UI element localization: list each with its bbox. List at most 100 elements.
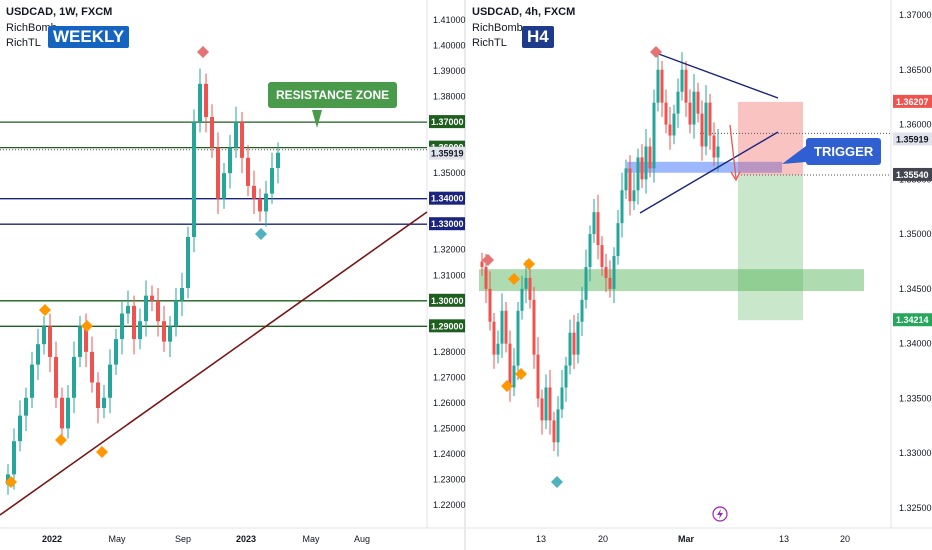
weekly-time-axis: 2022 May Sep 2023 May Aug — [42, 534, 370, 544]
h4-candle-body — [596, 212, 600, 246]
weekly-candle-body — [24, 397, 28, 416]
h4-time-tick: 13 — [536, 534, 546, 544]
weekly-price-tick: 1.25000 — [433, 423, 466, 433]
h4-candle-body — [532, 299, 536, 355]
h4-red-diamond — [650, 46, 662, 58]
h4-candle-body — [576, 321, 580, 355]
h4-candle-body — [628, 168, 632, 202]
h4-candle-body — [552, 420, 556, 443]
h4-plot-area — [479, 46, 891, 488]
weekly-candle-body — [144, 295, 148, 322]
h4-candle-body — [716, 146, 720, 158]
h4-candle-body — [604, 266, 608, 278]
weekly-orange-diamond — [55, 434, 67, 446]
h4-candle-body — [600, 245, 604, 267]
h4-candle-body — [612, 256, 616, 289]
h4-indicator-1[interactable]: RichBomb — [472, 22, 523, 34]
h4-time-tick: 13 — [779, 534, 789, 544]
weekly-price-tick: 1.41000 — [433, 15, 466, 25]
h4-price-tick: 1.33000 — [899, 448, 932, 458]
h4-candle-body — [524, 277, 528, 289]
h4-price-label: 1.34214 — [896, 315, 929, 325]
weekly-candle-body — [168, 326, 172, 342]
weekly-price-axis: 1.410001.400001.390001.380001.370001.360… — [429, 15, 466, 510]
weekly-candle-body — [132, 305, 136, 340]
h4-candle-body — [556, 409, 560, 443]
h4-stop-loss-box[interactable] — [738, 101, 803, 175]
weekly-candle-body — [60, 397, 64, 429]
weekly-price-tick: 1.31000 — [433, 270, 466, 280]
weekly-red-diamond — [197, 46, 209, 58]
weekly-time-tick: May — [302, 534, 320, 544]
weekly-candle-body — [192, 122, 196, 237]
weekly-trendline[interactable] — [0, 211, 428, 516]
weekly-price-tick: 1.40000 — [433, 41, 466, 51]
weekly-candle-body — [246, 157, 250, 186]
weekly-candle-body — [234, 122, 238, 148]
h4-candle-body — [688, 102, 692, 125]
h4-candle-body — [636, 157, 640, 191]
lightning-icon[interactable] — [712, 506, 728, 522]
weekly-candle-body — [96, 382, 100, 408]
h4-price-tick: 1.36000 — [899, 120, 932, 130]
h4-candle-body — [500, 310, 504, 344]
h4-candle-body — [480, 261, 484, 267]
weekly-orange-diamond — [96, 446, 108, 458]
trigger-callout: TRIGGER — [806, 138, 882, 165]
weekly-price-label-bg — [429, 217, 465, 231]
weekly-candle-body — [126, 305, 130, 314]
h4-price-label-bg — [893, 167, 932, 181]
h4-candle-body — [496, 343, 500, 355]
weekly-badge: WEEKLY — [48, 26, 130, 48]
weekly-candle-body — [120, 313, 124, 340]
weekly-candle-body — [210, 117, 214, 148]
h4-candle-body — [568, 332, 572, 366]
h4-time-tick: 20 — [598, 534, 608, 544]
weekly-time-tick: 2023 — [236, 534, 256, 544]
h4-trigger-zone[interactable] — [627, 161, 782, 173]
h4-candle-body — [696, 91, 700, 114]
h4-indicator-2[interactable]: RichTL — [472, 37, 507, 49]
weekly-candle-body — [240, 122, 244, 158]
weekly-time-tick: Sep — [175, 534, 191, 544]
h4-support-zone[interactable] — [479, 269, 864, 292]
h4-candle-body — [504, 310, 508, 344]
weekly-candle-body — [156, 300, 160, 322]
h4-triangle-upper[interactable] — [655, 52, 779, 99]
h4-orange-diamond — [523, 258, 535, 270]
weekly-indicator-2[interactable]: RichTL — [6, 37, 41, 49]
weekly-price-tick: 1.39000 — [433, 66, 466, 76]
h4-candle-body — [660, 69, 664, 103]
weekly-time-tick: 2022 — [42, 534, 62, 544]
h4-candle-body — [536, 354, 540, 399]
weekly-price-label-bg — [429, 115, 465, 129]
h4-candle-body — [588, 234, 592, 267]
weekly-price-label-bg — [429, 146, 465, 160]
weekly-indicator-1[interactable]: RichBomb — [6, 22, 57, 34]
weekly-candle-body — [84, 326, 88, 352]
weekly-candle-body — [222, 173, 226, 199]
h4-candle-body — [632, 190, 636, 202]
h4-candle-body — [544, 387, 548, 421]
weekly-candle-body — [252, 185, 256, 199]
weekly-candle-body — [114, 339, 118, 365]
h4-candle-body — [508, 343, 512, 388]
h4-candle-body — [592, 212, 596, 235]
weekly-candle-body — [216, 147, 220, 199]
h4-red-diamond — [482, 254, 494, 266]
weekly-symbol-label: USDCAD, 1W, FXCM — [6, 6, 113, 18]
weekly-candle-body — [174, 300, 178, 327]
h4-orange-diamond — [508, 273, 520, 285]
h4-projection-arrowhead — [730, 171, 741, 182]
h4-take-profit-box[interactable] — [738, 174, 803, 321]
h4-time-tick: Mar — [678, 534, 695, 544]
h4-candle-body — [560, 387, 564, 410]
weekly-candle-body — [18, 415, 22, 442]
h4-triangle-lower[interactable] — [639, 131, 779, 214]
h4-candle-body — [572, 332, 576, 355]
weekly-candle-body — [186, 236, 190, 289]
weekly-candle-body — [102, 397, 106, 408]
h4-candle-body — [488, 288, 492, 322]
h4-price-tick: 1.32500 — [899, 503, 932, 513]
